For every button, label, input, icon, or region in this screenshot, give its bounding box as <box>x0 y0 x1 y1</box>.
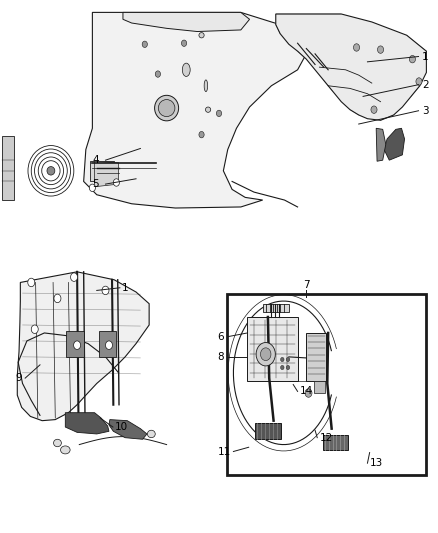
Bar <box>66 332 84 357</box>
Polygon shape <box>84 12 315 208</box>
Circle shape <box>199 132 204 138</box>
Bar <box>323 435 348 450</box>
Bar <box>227 294 426 475</box>
Circle shape <box>410 55 416 63</box>
Polygon shape <box>2 136 14 200</box>
Circle shape <box>416 78 422 85</box>
Text: 7: 7 <box>303 280 310 290</box>
Circle shape <box>89 184 95 191</box>
Polygon shape <box>95 161 119 187</box>
Text: 11: 11 <box>218 447 231 456</box>
Circle shape <box>155 71 160 77</box>
Text: 10: 10 <box>115 422 128 432</box>
Circle shape <box>305 389 312 397</box>
Text: 1: 1 <box>422 52 429 61</box>
Text: 4: 4 <box>92 155 99 165</box>
Circle shape <box>378 46 384 53</box>
Circle shape <box>281 366 284 369</box>
Circle shape <box>353 44 360 51</box>
Bar <box>263 304 289 312</box>
Ellipse shape <box>47 166 55 175</box>
Polygon shape <box>123 12 250 31</box>
Circle shape <box>216 110 222 117</box>
Circle shape <box>106 341 113 350</box>
Polygon shape <box>17 272 149 421</box>
Circle shape <box>261 348 271 361</box>
Text: 9: 9 <box>15 373 21 383</box>
Ellipse shape <box>155 95 179 121</box>
Circle shape <box>281 358 284 362</box>
Bar <box>306 333 326 381</box>
Polygon shape <box>384 128 405 160</box>
Circle shape <box>54 294 61 303</box>
Circle shape <box>181 40 187 46</box>
Circle shape <box>286 358 290 362</box>
Circle shape <box>71 273 78 281</box>
Circle shape <box>142 41 148 47</box>
Polygon shape <box>376 128 386 161</box>
Ellipse shape <box>60 446 70 454</box>
Ellipse shape <box>204 80 208 92</box>
Ellipse shape <box>158 100 175 117</box>
Circle shape <box>371 106 377 114</box>
Polygon shape <box>276 14 426 120</box>
Ellipse shape <box>199 33 204 38</box>
Circle shape <box>256 343 276 366</box>
Bar <box>90 161 114 181</box>
Bar <box>314 381 325 393</box>
Text: 3: 3 <box>422 106 429 116</box>
Text: 1: 1 <box>122 283 129 293</box>
Polygon shape <box>109 419 147 439</box>
Text: 14: 14 <box>300 386 313 397</box>
Circle shape <box>28 278 35 287</box>
Bar <box>255 423 281 439</box>
Text: 6: 6 <box>218 332 224 342</box>
Circle shape <box>74 341 81 350</box>
Text: 8: 8 <box>218 352 224 362</box>
Circle shape <box>102 286 109 295</box>
Ellipse shape <box>148 430 155 438</box>
Circle shape <box>286 366 290 369</box>
Ellipse shape <box>205 107 211 112</box>
Text: 12: 12 <box>319 433 333 443</box>
Bar <box>247 317 297 381</box>
Text: 5: 5 <box>92 179 99 189</box>
Ellipse shape <box>182 63 190 76</box>
Circle shape <box>31 325 38 334</box>
Circle shape <box>113 179 120 186</box>
Bar <box>99 332 117 357</box>
Polygon shape <box>65 413 109 434</box>
Ellipse shape <box>53 439 61 447</box>
Text: 13: 13 <box>370 458 383 468</box>
Text: 2: 2 <box>422 80 429 90</box>
